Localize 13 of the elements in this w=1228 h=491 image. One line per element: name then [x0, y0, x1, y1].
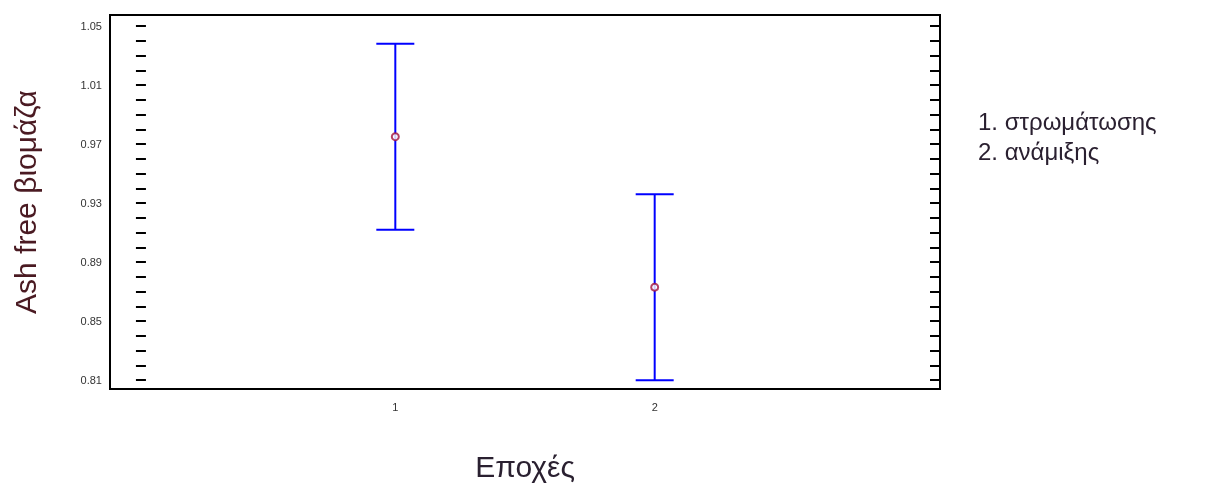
y-tick-label: 0.93: [80, 197, 102, 210]
y-tick-label: 0.85: [80, 315, 102, 328]
x-axis-title: Εποχές: [475, 449, 575, 483]
y-axis-title: Ash free βιομάζα: [8, 90, 42, 314]
y-tick-label: 1.05: [80, 20, 102, 33]
x-tick-label: 1: [392, 400, 399, 413]
x-tick-label: 2: [651, 400, 658, 413]
text: 2. ανάμιξης: [978, 138, 1100, 166]
y-tick-label: 0.81: [80, 374, 102, 387]
y-tick-label: 1.01: [80, 79, 102, 92]
y-tick-label: 0.89: [80, 256, 102, 269]
text: 1. στρωμάτωσης: [978, 108, 1157, 136]
y-tick-label: 0.97: [80, 138, 102, 151]
